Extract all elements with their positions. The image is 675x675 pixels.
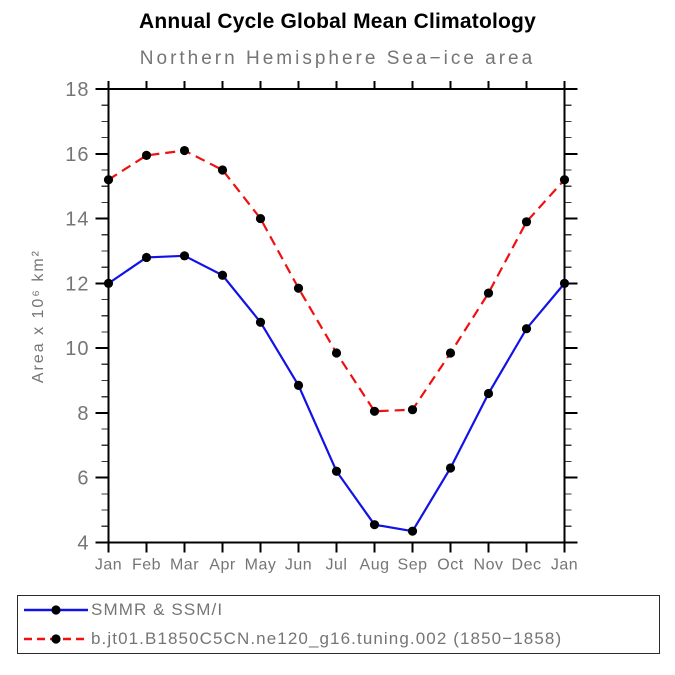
data-point-marker: [217, 270, 228, 280]
y-tick-labels: 4 6 8 10 12 14 16 18: [65, 79, 89, 555]
x-tick-label: Oct: [437, 557, 463, 574]
y-tick-label: 6: [77, 468, 89, 490]
legend-row-observation: SMMR & SSM/I: [18, 596, 659, 624]
chart-subtitle: Northern Hemisphere Sea−ice area: [139, 48, 536, 69]
data-point-marker: [331, 348, 342, 358]
data-point-marker: [141, 150, 152, 161]
data-point-marker: [445, 463, 456, 473]
y-tick-label: 14: [65, 209, 89, 231]
data-point-marker: [255, 213, 266, 224]
series-path-1: [107, 149, 566, 413]
data-point-marker: [331, 466, 342, 476]
y-axis-title-wrap: Area x 10⁶ km²: [26, 89, 52, 543]
legend-marker-icon: [51, 605, 61, 615]
x-tick-label: Dec: [512, 557, 542, 574]
x-tick-label: Sep: [398, 557, 428, 574]
data-point-marker: [293, 283, 304, 293]
y-axis-ticks: [95, 88, 578, 544]
x-tick-label: Jan: [551, 557, 578, 574]
x-tick-label: Apr: [209, 557, 236, 574]
x-tick-label: May: [245, 557, 277, 574]
data-point-marker: [483, 288, 494, 298]
data-point-marker: [445, 348, 456, 358]
x-tick-labels: Jan Feb Mar Apr May Jun Jul Aug Sep Oct Nov Dec Jan: [95, 557, 578, 574]
data-point-marker: [103, 278, 114, 288]
legend-label-observation: SMMR & SSM/I: [91, 600, 224, 620]
data-point-marker: [103, 175, 114, 185]
legend-box: SMMR & SSM/I b.jt01.B1850C5CN.ne120_g16.…: [17, 595, 660, 654]
legend-marker-icon: [51, 634, 61, 644]
series-line-0: [103, 251, 570, 536]
data-point-marker: [407, 526, 418, 536]
data-point-marker: [217, 165, 228, 175]
y-tick-label: 18: [65, 79, 89, 101]
x-tick-label: Mar: [170, 557, 199, 574]
data-point-marker: [521, 324, 532, 334]
legend-label-model: b.jt01.B1850C5CN.ne120_g16.tuning.002 (1…: [91, 628, 563, 648]
legend-row-model: b.jt01.B1850C5CN.ne120_g16.tuning.002 (1…: [18, 625, 659, 653]
plot-frame: [107, 88, 566, 544]
y-tick-label: 12: [65, 273, 89, 295]
data-point-marker: [559, 278, 570, 288]
data-point-marker: [293, 380, 304, 390]
series-path-0: [107, 254, 566, 533]
x-tick-label: Nov: [474, 557, 504, 574]
data-point-marker: [179, 145, 190, 156]
x-tick-label: Jul: [326, 557, 348, 574]
data-point-marker: [369, 406, 380, 416]
data-point-marker: [407, 405, 418, 415]
x-tick-label: Jan: [95, 557, 122, 574]
legend-sample-dashed-line: [24, 634, 88, 644]
data-point-marker: [369, 520, 380, 530]
data-point-marker: [179, 251, 190, 261]
data-point-marker: [521, 217, 532, 227]
y-tick-label: 16: [65, 144, 89, 166]
x-tick-label: Jun: [285, 557, 312, 574]
x-tick-label: Aug: [360, 557, 390, 574]
data-point-marker: [255, 317, 266, 327]
data-point-marker: [559, 175, 570, 185]
legend-sample-solid-line: [24, 605, 88, 615]
x-axis-ticks: [107, 81, 566, 553]
y-axis-title: Area x 10⁶ km²: [30, 248, 47, 384]
data-point-marker: [483, 388, 494, 399]
y-tick-label: 4: [77, 533, 89, 555]
x-tick-label: Feb: [132, 557, 161, 574]
series-line-1: [103, 145, 570, 416]
chart-title: Annual Cycle Global Mean Climatology: [139, 10, 536, 33]
y-tick-label: 10: [65, 338, 89, 360]
y-tick-label: 8: [77, 403, 89, 425]
data-point-marker: [141, 252, 152, 263]
